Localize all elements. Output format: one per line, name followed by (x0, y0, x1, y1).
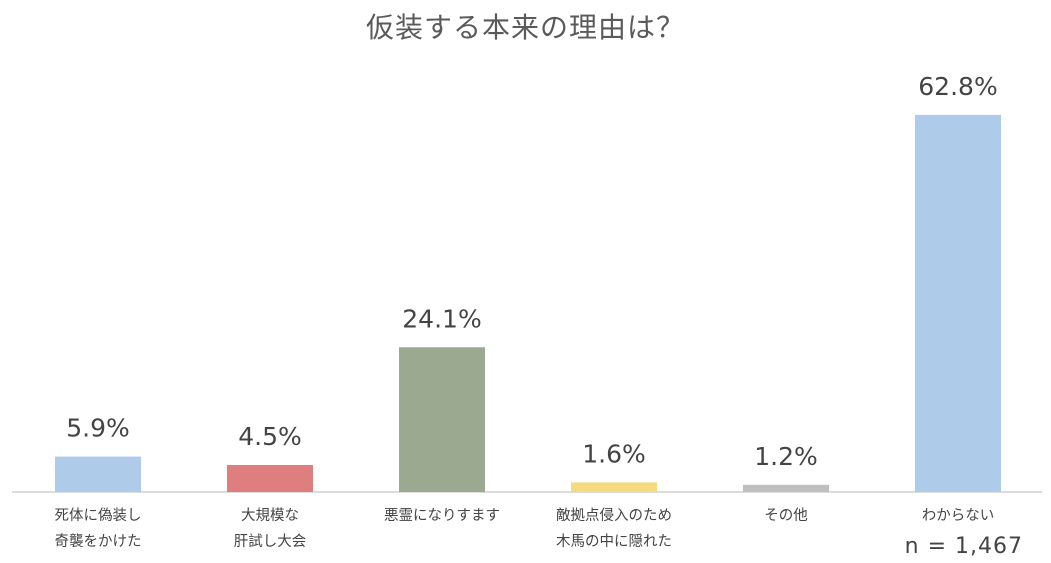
category-label-4-line-1: 敵拠点侵入のため (556, 507, 672, 524)
bar-3 (399, 347, 485, 492)
bar-6 (915, 114, 1001, 493)
category-label-1-line-2: 奇襲をかけた (55, 533, 142, 550)
category-label-2-line-1: 大規模な (241, 507, 299, 524)
chart-title: 仮装する本来の理由は？ (365, 11, 685, 44)
value-label-5: 1.2% (754, 442, 818, 471)
category-label-4-line-2: 木馬の中に隠れた (556, 533, 672, 550)
category-label-1-line-1: 死体に偽装し (55, 507, 142, 524)
bar-5 (743, 484, 829, 492)
category-label-6-line-1: わからない (922, 507, 995, 524)
bar-1 (55, 456, 141, 492)
value-label-1: 5.9% (66, 414, 130, 443)
bar-2 (227, 464, 313, 492)
category-label-2-line-2: 肝試し大会 (234, 533, 307, 550)
category-label-5-line-1: その他 (764, 507, 808, 524)
bars-group (55, 114, 1001, 493)
sample-size-note: n = 1,467 (904, 534, 1023, 559)
category-label-3-line-1: 悪霊になりすます (384, 507, 500, 524)
value-label-6: 62.8% (918, 72, 997, 101)
value-label-3: 24.1% (402, 304, 481, 333)
value-labels-group: 5.9% 4.5% 24.1% 1.6% 1.2% 62.8% (66, 72, 997, 471)
value-label-2: 4.5% (238, 422, 302, 451)
bar-4 (571, 482, 657, 492)
value-label-4: 1.6% (582, 439, 646, 468)
